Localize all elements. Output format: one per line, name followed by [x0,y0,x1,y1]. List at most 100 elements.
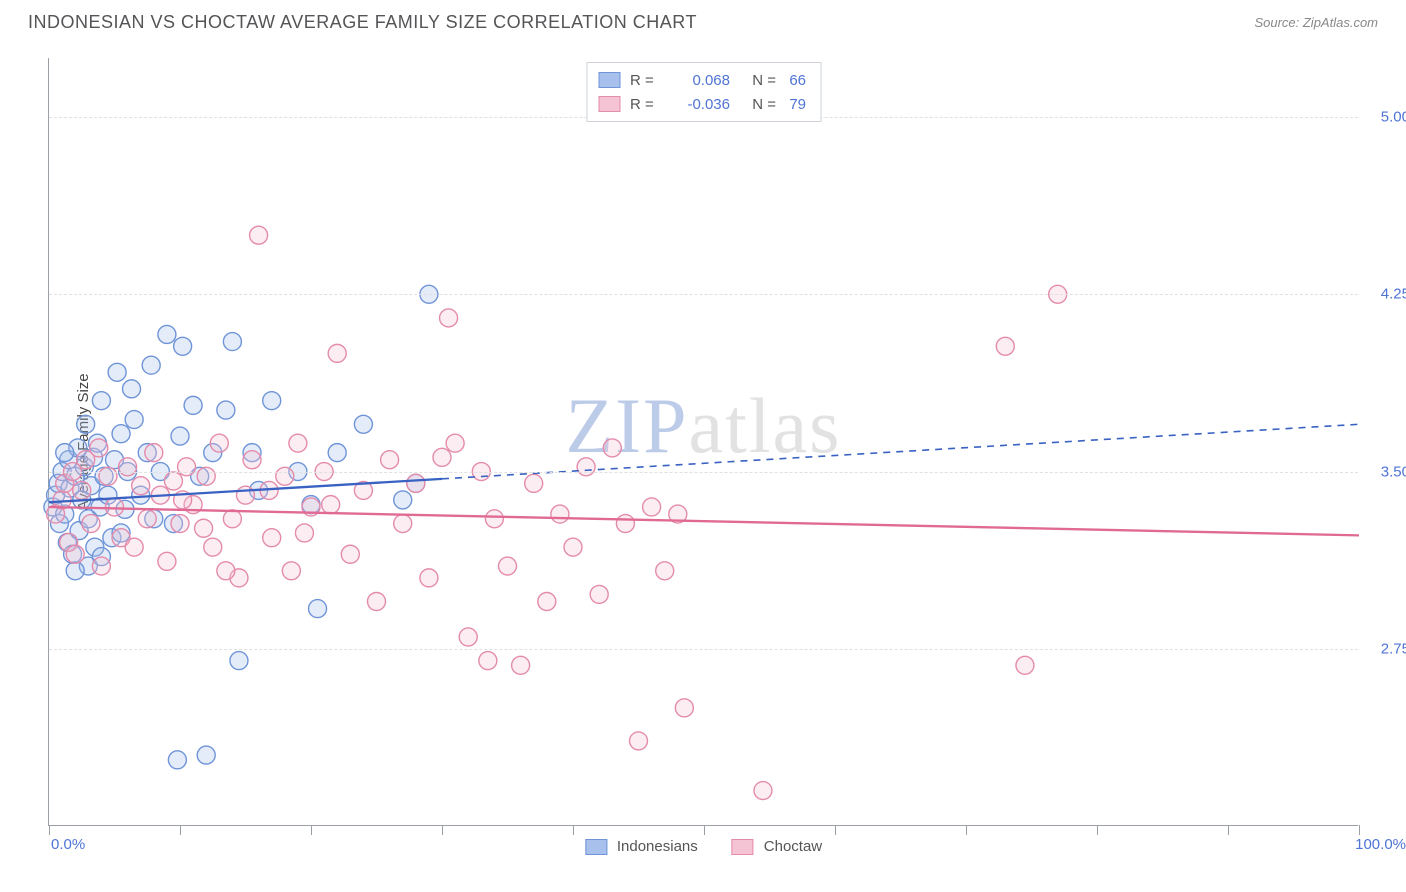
scatter-point [675,699,693,717]
scatter-point [289,434,307,452]
scatter-point [195,519,213,537]
gridline-h [49,294,1358,295]
gridline-h [49,472,1358,473]
swatch-choctaw-bottom [732,839,754,855]
r-value-choctaw: -0.036 [666,96,730,113]
x-tick [835,825,836,835]
scatter-point [217,401,235,419]
x-tick [573,825,574,835]
chart-source: Source: ZipAtlas.com [1254,15,1378,30]
scatter-point [630,732,648,750]
scatter-point [616,515,634,533]
scatter-point [485,510,503,528]
scatter-point [250,226,268,244]
scatter-point [237,486,255,504]
scatter-point [174,337,192,355]
swatch-choctaw [598,96,620,112]
scatter-point [171,515,189,533]
scatter-point [73,481,91,499]
scatter-point [551,505,569,523]
scatter-point [108,363,126,381]
scatter-point [77,415,95,433]
gridline-h [49,649,1358,650]
scatter-point [106,498,124,516]
scatter-point [996,337,1014,355]
scatter-point [171,427,189,445]
scatter-point [754,782,772,800]
scatter-point [446,434,464,452]
plot-svg [49,58,1358,825]
legend-series: Indonesians Choctaw [585,838,822,855]
scatter-point [394,515,412,533]
scatter-point [479,652,497,670]
x-tick [49,825,50,835]
scatter-point [138,510,156,528]
y-tick-label: 4.25 [1381,286,1406,303]
scatter-point [525,474,543,492]
x-tick [966,825,967,835]
legend-row-choctaw: R = -0.036 N = 79 [598,92,806,116]
swatch-indonesians [598,72,620,88]
scatter-point [119,458,137,476]
scatter-point [656,562,674,580]
legend-label-choctaw: Choctaw [764,838,822,855]
scatter-point [440,309,458,327]
y-tick-label: 5.00 [1381,109,1406,126]
n-value-indonesians: 66 [776,72,806,89]
x-tick [442,825,443,835]
scatter-point [276,467,294,485]
chart-area: Average Family Size R = 0.068 N = 66 R =… [48,58,1358,826]
legend-row-indonesians: R = 0.068 N = 66 [598,68,806,92]
x-tick [1359,825,1360,835]
r-label: R = [630,72,666,89]
scatter-point [66,562,84,580]
scatter-point [145,444,163,462]
scatter-point [92,392,110,410]
legend-label-indonesians: Indonesians [617,838,698,855]
scatter-point [643,498,661,516]
scatter-point [184,396,202,414]
r-label: R = [630,96,666,113]
x-axis-max-label: 100.0% [1355,836,1406,853]
swatch-indonesians-bottom [585,839,607,855]
chart-header: INDONESIAN VS CHOCTAW AVERAGE FAMILY SIZ… [0,0,1406,41]
scatter-point [125,538,143,556]
scatter-point [223,333,241,351]
scatter-point [381,451,399,469]
scatter-point [341,545,359,563]
scatter-point [112,425,130,443]
scatter-point [142,356,160,374]
scatter-point [204,538,222,556]
scatter-point [459,628,477,646]
trend-line-solid [49,507,1359,535]
scatter-point [197,746,215,764]
scatter-point [309,600,327,618]
scatter-point [56,444,74,462]
x-axis-min-label: 0.0% [51,836,85,853]
scatter-point [590,585,608,603]
scatter-point [168,751,186,769]
n-label: N = [730,72,776,89]
scatter-point [230,652,248,670]
scatter-point [603,439,621,457]
n-label: N = [730,96,776,113]
x-tick [1097,825,1098,835]
scatter-point [564,538,582,556]
scatter-point [132,477,150,495]
scatter-point [223,510,241,528]
scatter-point [394,491,412,509]
legend-correlation: R = 0.068 N = 66 R = -0.036 N = 79 [586,62,821,122]
scatter-point [420,569,438,587]
scatter-point [263,529,281,547]
n-value-choctaw: 79 [776,96,806,113]
plot-area: Average Family Size R = 0.068 N = 66 R =… [48,58,1358,826]
x-tick [704,825,705,835]
scatter-point [577,458,595,476]
scatter-point [90,439,108,457]
legend-item-indonesians: Indonesians [585,838,698,855]
scatter-point [82,515,100,533]
scatter-point [368,593,386,611]
scatter-point [164,472,182,490]
scatter-point [92,557,110,575]
scatter-point [125,411,143,429]
